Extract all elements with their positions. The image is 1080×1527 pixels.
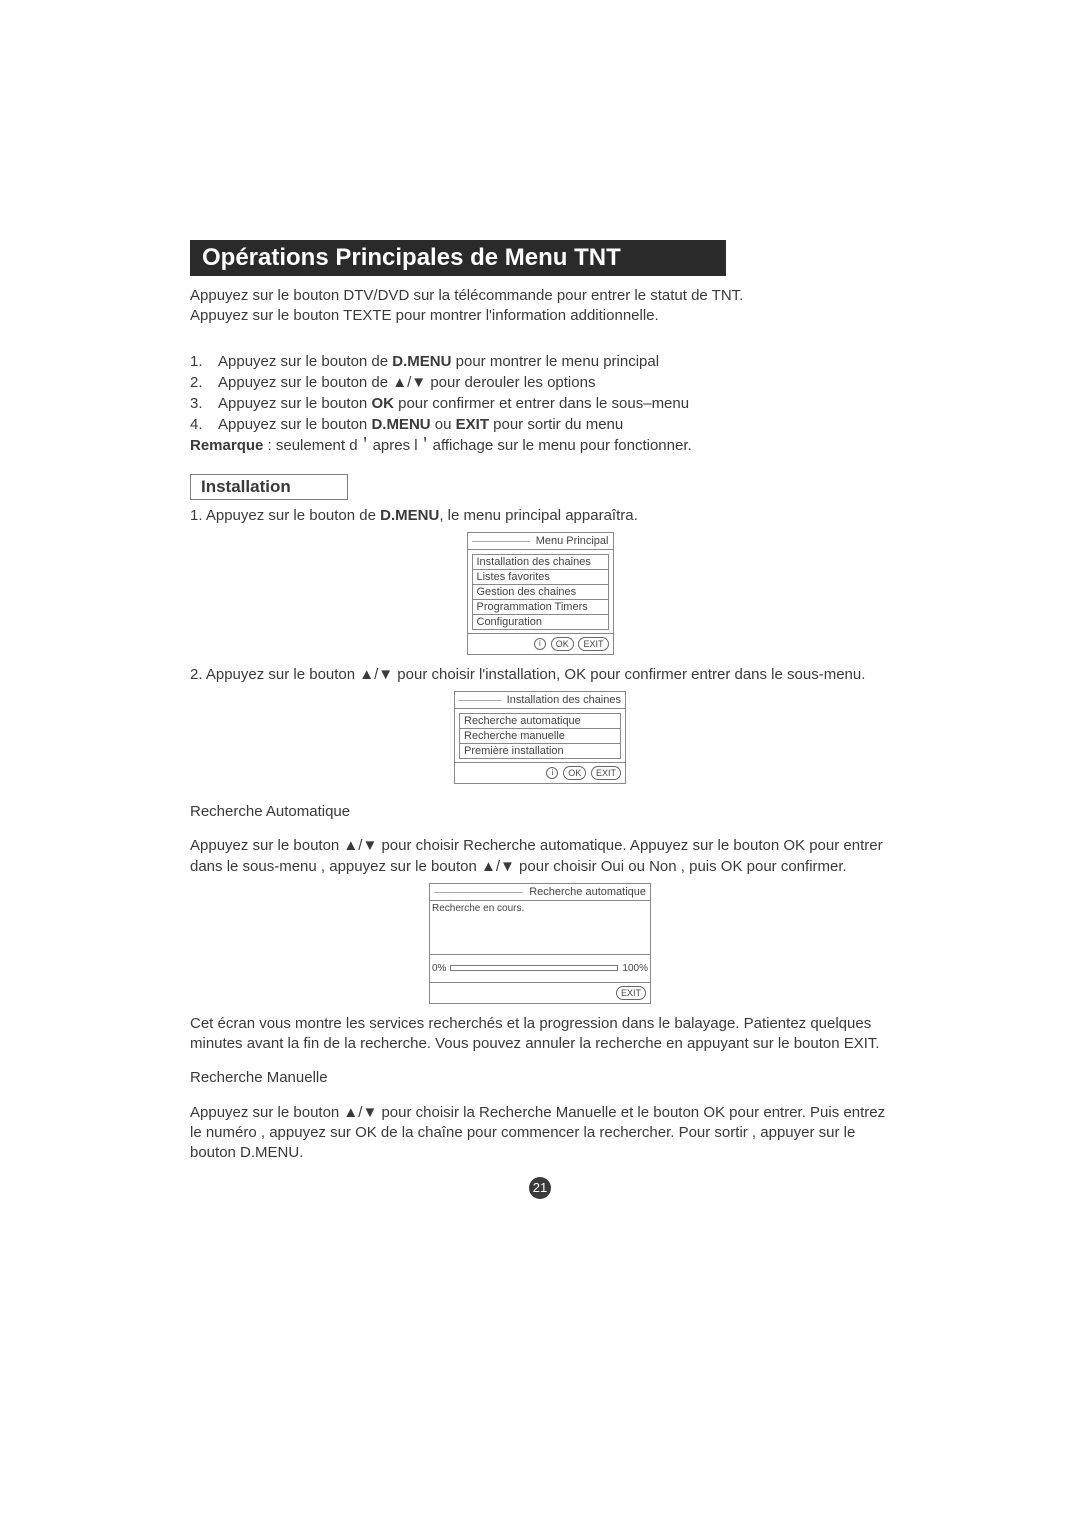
page-number: 21 — [529, 1177, 551, 1199]
osd-item: Configuration — [472, 614, 609, 630]
page-title-text: Opérations Principales de Menu TNT — [202, 244, 621, 271]
osd-title: Installation des chaines — [455, 692, 625, 709]
page-number-wrap: 21 — [190, 1163, 890, 1199]
exit-hint: EXIT — [578, 637, 608, 651]
list-text: Appuyez sur le bouton OK pour confirmer … — [218, 393, 890, 414]
exit-hint: EXIT — [591, 766, 621, 780]
progress-100: 100% — [622, 963, 648, 974]
osd-item: Recherche automatique — [459, 713, 621, 729]
osd-title: Recherche automatique — [430, 884, 650, 901]
osd-footer: i OK EXIT — [468, 633, 613, 654]
osd-body: Recherche automatique Recherche manuelle… — [455, 709, 625, 762]
osd-item: Gestion des chaines — [472, 584, 609, 600]
document-page: Opérations Principales de Menu TNT Appuy… — [0, 0, 1080, 1527]
install-step-1: 1. Appuyez sur le bouton de D.MENU, le m… — [190, 506, 890, 526]
list-number: 1. — [190, 351, 218, 372]
page-title: Opérations Principales de Menu TNT — [190, 240, 726, 276]
osd-recherche-auto: Recherche automatique Recherche en cours… — [429, 883, 651, 1004]
section-heading-installation: Installation — [190, 474, 348, 500]
list-item: 3. Appuyez sur le bouton OK pour confirm… — [190, 393, 890, 414]
list-text: Appuyez sur le bouton D.MENU ou EXIT pou… — [218, 414, 890, 435]
progress-bar — [450, 965, 618, 971]
manual-search-paragraph: Appuyez sur le bouton ▲/▼ pour choisir l… — [190, 1103, 890, 1164]
intro-line-1: Appuyez sur le bouton DTV/DVD sur la tél… — [190, 287, 743, 304]
ok-hint: OK — [563, 766, 586, 780]
info-icon: i — [534, 638, 546, 650]
after-scan-paragraph: Cet écran vous montre les services reche… — [190, 1014, 890, 1055]
list-text: Appuyez sur le bouton de ▲/▼ pour deroul… — [218, 372, 890, 393]
osd-item: Recherche manuelle — [459, 728, 621, 744]
install-step-2: 2. Appuyez sur le bouton ▲/▼ pour choisi… — [190, 665, 890, 685]
auto-search-paragraph: Appuyez sur le bouton ▲/▼ pour choisir R… — [190, 836, 890, 877]
intro-paragraph: Appuyez sur le bouton DTV/DVD sur la tél… — [190, 286, 890, 327]
progress-0: 0% — [432, 963, 446, 974]
ok-hint: OK — [551, 637, 574, 651]
osd-footer: EXIT — [430, 982, 650, 1003]
instruction-list: 1. Appuyez sur le bouton de D.MENU pour … — [190, 351, 890, 456]
osd-item: Première installation — [459, 743, 621, 759]
remark-text: : seulement d＇apres l＇affichage sur le m… — [263, 437, 691, 454]
osd-title: Menu Principal — [468, 533, 613, 550]
remark-label: Remarque — [190, 437, 263, 454]
info-icon: i — [546, 767, 558, 779]
exit-hint: EXIT — [616, 986, 646, 1000]
list-number: 2. — [190, 372, 218, 393]
osd-installation-chaines: Installation des chaines Recherche autom… — [454, 691, 626, 784]
osd-item: Programmation Timers — [472, 599, 609, 615]
list-item: 4. Appuyez sur le bouton D.MENU ou EXIT … — [190, 414, 890, 435]
osd-footer: i OK EXIT — [455, 762, 625, 783]
osd-item: Listes favorites — [472, 569, 609, 585]
osd-item: Installation des chaines — [472, 554, 609, 570]
osd-menu-principal: Menu Principal Installation des chaines … — [467, 532, 614, 655]
list-number: 4. — [190, 414, 218, 435]
list-item: 1. Appuyez sur le bouton de D.MENU pour … — [190, 351, 890, 372]
list-text: Appuyez sur le bouton de D.MENU pour mon… — [218, 351, 890, 372]
osd-body: Installation des chaines Listes favorite… — [468, 550, 613, 633]
list-item: 2. Appuyez sur le bouton de ▲/▼ pour der… — [190, 372, 890, 393]
osd-scan-status: Recherche en cours. — [430, 901, 650, 954]
remark-line: Remarque : seulement d＇apres l＇affichage… — [190, 435, 890, 456]
auto-search-heading: Recherche Automatique — [190, 802, 890, 822]
list-number: 3. — [190, 393, 218, 414]
osd-progress-row: 0% 100% — [430, 954, 650, 982]
manual-search-heading: Recherche Manuelle — [190, 1068, 890, 1088]
intro-line-2: Appuyez sur le bouton TEXTE pour montrer… — [190, 307, 659, 324]
